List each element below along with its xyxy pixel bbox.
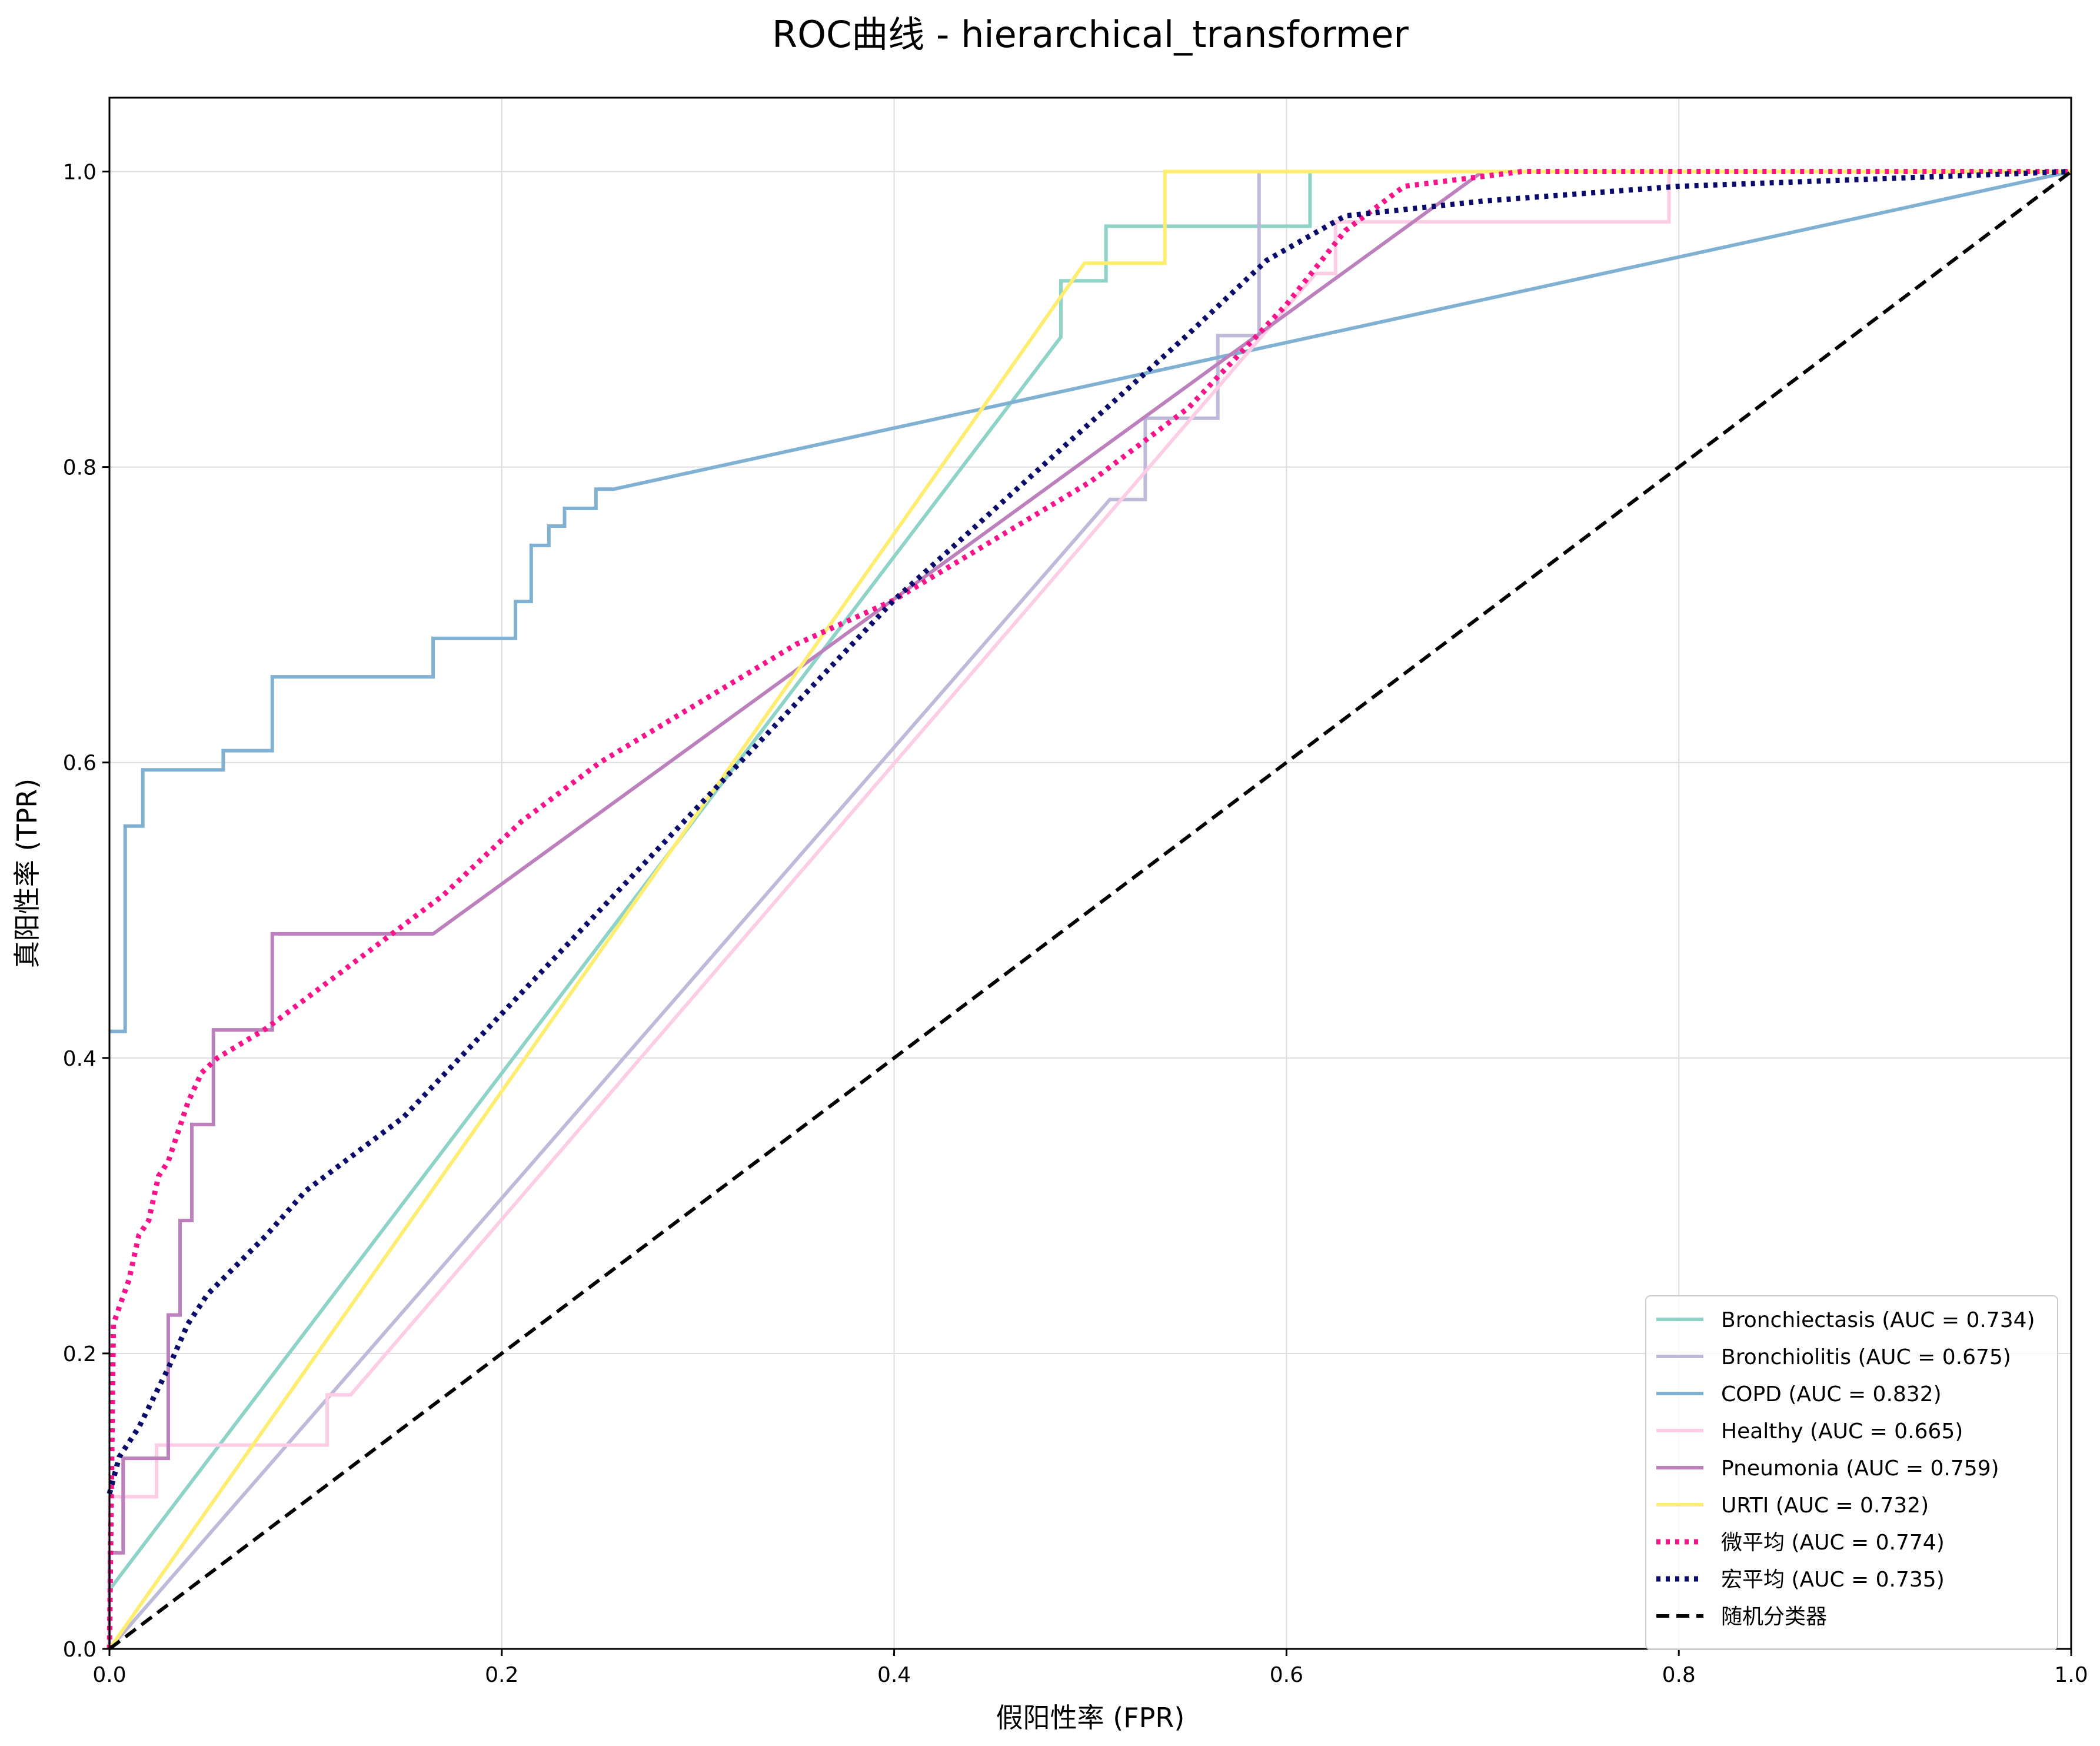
chart-title: ROC曲线 - hierarchical_transformer bbox=[772, 13, 1409, 56]
y-tick-label: 0.8 bbox=[63, 456, 96, 480]
series-line-8 bbox=[108, 170, 2072, 1651]
legend-label: 微平均 (AUC = 0.774) bbox=[1721, 1531, 1945, 1555]
legend-label: Bronchiectasis (AUC = 0.734) bbox=[1721, 1308, 2035, 1332]
legend-label: Bronchiolitis (AUC = 0.675) bbox=[1721, 1345, 2011, 1369]
x-tick-label: 1.0 bbox=[2054, 1663, 2088, 1687]
y-tick-label: 0.4 bbox=[63, 1047, 96, 1071]
legend-label: 随机分类器 bbox=[1721, 1605, 1827, 1629]
x-tick-label: 0.8 bbox=[1662, 1663, 1696, 1687]
series-line-3 bbox=[108, 169, 2071, 1649]
legend-label: 宏平均 (AUC = 0.735) bbox=[1721, 1568, 1945, 1592]
series-line-0 bbox=[108, 169, 2071, 1649]
legend-label: COPD (AUC = 0.832) bbox=[1721, 1382, 1942, 1406]
legend-label: URTI (AUC = 0.732) bbox=[1721, 1494, 1929, 1518]
legend-label: Healthy (AUC = 0.665) bbox=[1721, 1419, 1963, 1444]
x-axis-label: 假阳性率 (FPR) bbox=[996, 1702, 1185, 1734]
legend-label: Pneumonia (AUC = 0.759) bbox=[1721, 1456, 1999, 1481]
y-tick-label: 0.0 bbox=[63, 1638, 96, 1662]
series-layer bbox=[107, 169, 2072, 1651]
y-tick-label: 0.6 bbox=[63, 751, 96, 776]
series-line-4 bbox=[108, 169, 2071, 1649]
x-tick-label: 0.4 bbox=[877, 1663, 911, 1687]
series-line-7 bbox=[107, 169, 2072, 1495]
series-line-5 bbox=[108, 169, 2071, 1650]
x-tick-label: 0.6 bbox=[1270, 1663, 1303, 1687]
legend-box bbox=[1645, 1295, 2058, 1650]
y-tick-label: 0.2 bbox=[63, 1342, 96, 1366]
series-line-2 bbox=[109, 169, 2072, 1033]
y-tick-label: 1.0 bbox=[63, 161, 96, 185]
legend: Bronchiectasis (AUC = 0.734) Bronchioliti… bbox=[1645, 1295, 2058, 1650]
y-axis-label: 真阳性率 (TPR) bbox=[11, 779, 43, 968]
plot-frame bbox=[108, 97, 2072, 1650]
x-tick-label: 0.0 bbox=[92, 1663, 126, 1687]
axis-ticks: 0.0 0.2 0.4 0.6 0.8 1.0 0.0 0.2 0.4 0.6 0.8 1.0 bbox=[63, 161, 2088, 1687]
x-tick-label: 0.2 bbox=[485, 1663, 518, 1687]
